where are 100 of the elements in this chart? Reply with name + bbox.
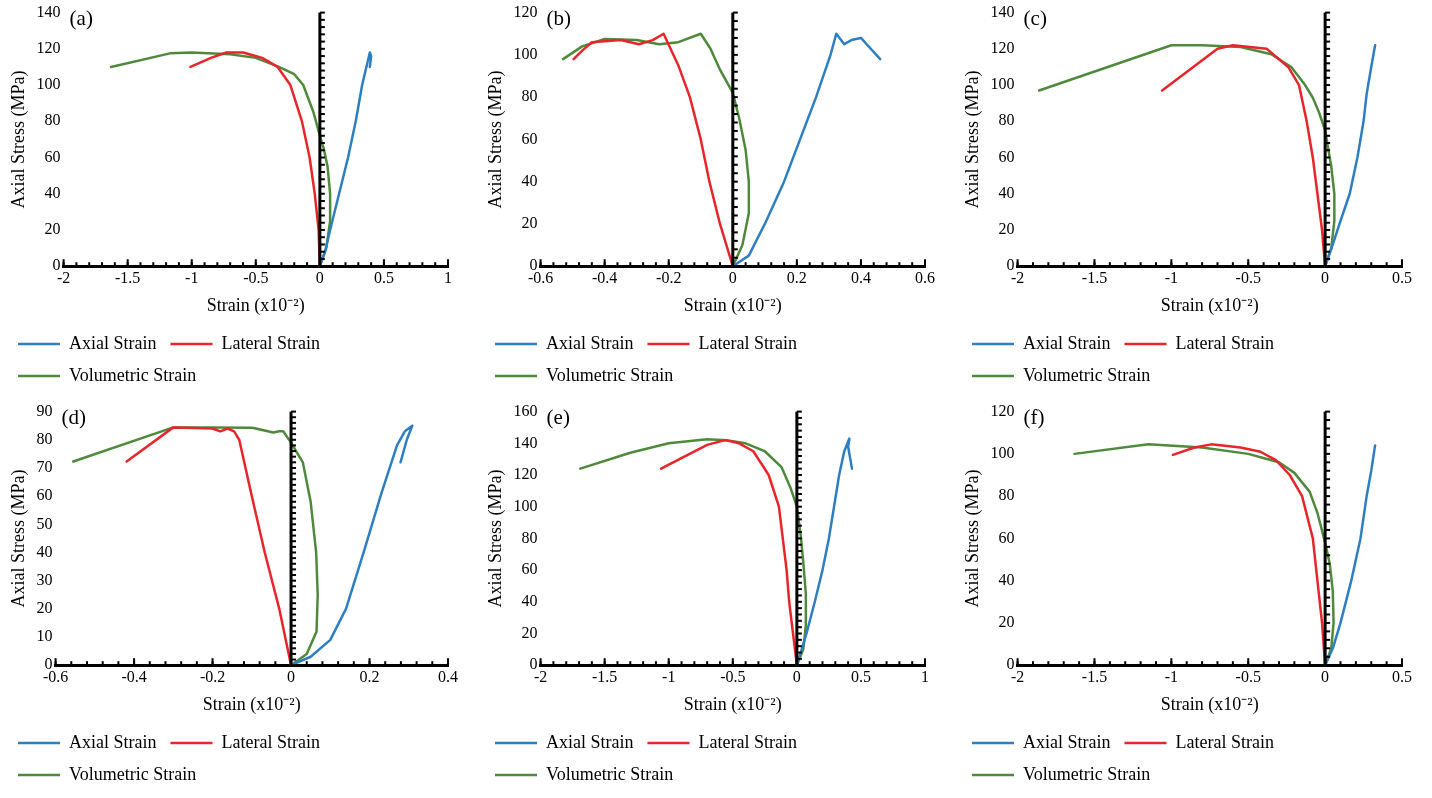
y-tick-label: 30 [36, 570, 53, 588]
y-tick-label: 80 [998, 486, 1015, 504]
y-tick-label: 80 [998, 111, 1015, 129]
legend-label: Axial Strain [69, 332, 157, 353]
y-tick-label: 40 [998, 570, 1015, 588]
y-axis-title: Axial Stress (MPa) [484, 70, 506, 209]
y-tick-label: 80 [521, 528, 538, 546]
legend-label: Volumetric Strain [1023, 364, 1151, 385]
y-tick-label: 120 [990, 401, 1015, 419]
x-tick-label: -0.4 [121, 668, 147, 685]
legend-label: Axial Strain [1023, 332, 1111, 353]
y-tick-label: 100 [990, 444, 1015, 462]
x-tick-label: 0.5 [850, 668, 871, 685]
legend-label: Lateral Strain [1175, 332, 1274, 353]
x-axis-title: Strain (x10⁻²) [202, 693, 301, 715]
x-tick-label: -0.6 [42, 668, 69, 685]
x-axis-title: Strain (x10⁻²) [1160, 693, 1259, 715]
x-tick-label: -0.5 [720, 668, 746, 685]
legend-label: Lateral Strain [698, 332, 797, 353]
legend-label: Lateral Strain [221, 332, 320, 353]
y-axis-title: Axial Stress (MPa) [484, 469, 506, 608]
legend-label: Axial Strain [546, 332, 634, 353]
x-tick-label: 1 [921, 668, 929, 685]
y-tick-label: 20 [998, 613, 1015, 631]
legend-label: Axial Strain [1023, 731, 1111, 752]
x-tick-label: 0.6 [915, 269, 935, 286]
x-tick-label: -1.5 [115, 269, 141, 286]
legend-label: Lateral Strain [221, 731, 320, 752]
x-tick-label: 0 [1321, 668, 1330, 685]
x-tick-label: 0 [315, 269, 324, 286]
legend-label: Lateral Strain [1175, 731, 1274, 752]
x-tick-label: -1 [1164, 269, 1179, 286]
x-tick-label: -0.6 [527, 269, 554, 286]
x-tick-label: -0.5 [1235, 668, 1261, 685]
y-tick-label: 20 [521, 214, 538, 232]
x-axis-title: Strain (x10⁻²) [206, 294, 305, 316]
y-tick-label: 90 [36, 401, 53, 419]
y-tick-label: 120 [990, 39, 1015, 57]
y-tick-label: 60 [998, 147, 1015, 165]
x-tick-label: -0.4 [592, 269, 618, 286]
y-tick-label: 40 [44, 183, 61, 201]
y-axis-title: Axial Stress (MPa) [7, 70, 29, 209]
legend-label: Volumetric Strain [1023, 763, 1151, 784]
x-tick-label: 0.5 [1392, 269, 1412, 286]
y-tick-label: 140 [990, 2, 1015, 20]
y-tick-label: 80 [36, 429, 53, 447]
chart-title: (e) [546, 404, 570, 429]
y-tick-label: 40 [998, 183, 1015, 201]
x-tick-label: 1 [444, 269, 452, 286]
y-tick-label: 60 [521, 560, 538, 578]
x-tick-label: 0.5 [373, 269, 394, 286]
x-tick-label: 0.2 [786, 269, 807, 286]
y-tick-label: 70 [36, 458, 53, 476]
x-axis-title: Strain (x10⁻²) [683, 294, 782, 316]
x-tick-label: 0.2 [359, 668, 380, 685]
y-tick-label: 60 [998, 528, 1015, 546]
y-tick-label: 120 [513, 2, 538, 20]
y-tick-label: 20 [44, 220, 61, 238]
x-tick-label: -1.5 [1081, 668, 1108, 685]
y-tick-label: 160 [513, 401, 538, 419]
y-tick-label: 20 [36, 599, 53, 617]
legend-label: Volumetric Strain [69, 763, 197, 784]
legend-label: Axial Strain [69, 731, 157, 752]
y-tick-label: 60 [36, 486, 53, 504]
y-tick-label: 40 [36, 542, 53, 560]
legend-label: Lateral Strain [698, 731, 797, 752]
chart-title: (b) [546, 5, 572, 30]
x-tick-label: -0.5 [243, 269, 269, 286]
x-tick-label: 0.4 [850, 269, 871, 286]
chart-title: (c) [1023, 5, 1047, 30]
y-tick-label: 140 [513, 433, 538, 451]
y-tick-label: 40 [521, 592, 538, 609]
x-tick-label: -1 [1164, 668, 1179, 685]
legend-label: Axial Strain [546, 731, 634, 752]
x-tick-label: 0 [287, 668, 296, 685]
x-tick-label: -0.5 [1235, 269, 1261, 286]
y-axis-title: Axial Stress (MPa) [961, 70, 983, 209]
x-tick-label: -0.2 [656, 269, 682, 286]
y-tick-label: 60 [44, 147, 61, 165]
chart-title: (a) [69, 5, 93, 30]
y-tick-label: 10 [36, 627, 53, 645]
y-axis-title: Axial Stress (MPa) [7, 469, 29, 608]
y-tick-label: 100 [990, 75, 1015, 93]
chart-title: (f) [1023, 404, 1045, 429]
x-tick-label: 0.4 [438, 668, 458, 685]
y-tick-label: 80 [521, 87, 538, 105]
x-tick-label: 0 [792, 668, 801, 685]
x-tick-label: 0.5 [1392, 668, 1412, 685]
x-tick-label: 0 [1321, 269, 1330, 286]
y-tick-label: 140 [36, 2, 61, 20]
y-tick-label: 100 [513, 45, 538, 63]
x-tick-label: -0.2 [199, 668, 226, 685]
y-tick-label: 40 [521, 171, 538, 189]
y-tick-label: 120 [513, 465, 538, 483]
y-axis-title: Axial Stress (MPa) [961, 469, 983, 608]
x-axis-title: Strain (x10⁻²) [683, 693, 782, 715]
y-tick-label: 60 [521, 129, 538, 147]
y-tick-label: 50 [36, 514, 53, 532]
x-tick-label: -1 [662, 668, 676, 685]
y-tick-label: 100 [36, 75, 61, 93]
